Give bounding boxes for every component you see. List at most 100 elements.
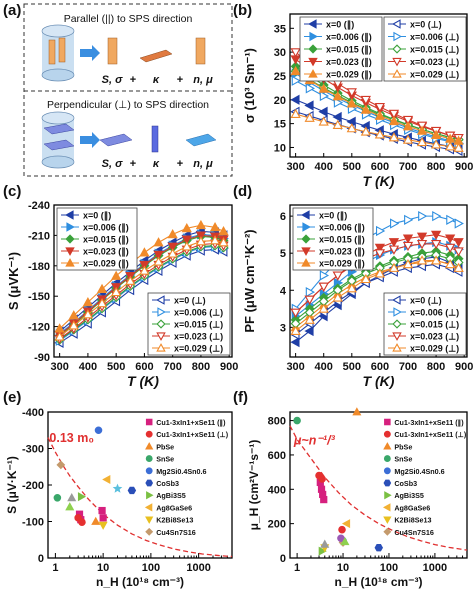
legend-marker	[383, 479, 392, 487]
data-point	[332, 271, 343, 281]
data-point	[374, 129, 386, 139]
data-point	[77, 492, 87, 502]
legend-marker	[392, 332, 402, 341]
y-tick-label: 400	[268, 484, 286, 496]
legend-marker	[145, 455, 153, 463]
series-x=0.029 (⊥)	[290, 108, 464, 152]
schematic-panel: Parallel (||) to SPS direction Perpendicu…	[23, 3, 233, 177]
perp-kappa-sample	[151, 125, 159, 153]
data-point	[418, 210, 428, 222]
data-point	[293, 416, 301, 425]
data-point	[53, 493, 62, 502]
data-point	[290, 94, 300, 105]
x-tick-label: 10	[97, 562, 109, 574]
data-point	[99, 514, 107, 522]
data-point	[338, 525, 346, 534]
legend-entry: Cu4Sn7S16	[394, 528, 434, 537]
chart-panel-d: 300 400 500 600 700 800 900 3 4 5 6 T (K) PF (μW cm⁻…	[242, 204, 473, 389]
x-tick-label: 500	[107, 361, 125, 373]
legend-entry: AgBi3S5	[156, 491, 186, 500]
perp-row-label: S, σ	[102, 158, 123, 170]
y-tick-label: 5	[280, 248, 286, 260]
data-point	[96, 297, 108, 308]
legend-marker	[392, 343, 402, 352]
data-point	[416, 255, 428, 265]
parallel-plate	[48, 39, 56, 65]
data-point	[445, 141, 456, 151]
legend-entry: x=0.006 (∥)	[326, 32, 372, 43]
legend-marker	[301, 234, 311, 244]
series-Cu1-3xIn1+xSe11 (⊥)	[74, 514, 86, 527]
legend-marker	[145, 479, 154, 487]
data-point	[416, 240, 428, 250]
legend-marker	[308, 69, 318, 78]
data-point	[68, 310, 79, 320]
legend-entry: PbSe	[394, 442, 412, 451]
legend-entry: Cu4Sn7S16	[156, 528, 196, 537]
legend-entry: x=0.023 (∥)	[83, 247, 129, 258]
legend-entry: K2Bi8Se13	[156, 516, 193, 525]
legend-entry: CoSb3	[156, 479, 179, 488]
curve-annotation: 0.13 m₀	[49, 431, 94, 445]
series-x=0.015 (⊥)	[290, 250, 464, 329]
plot-frame	[289, 13, 468, 158]
legend-entry: x=0 (⊥)	[174, 296, 206, 306]
x-tick-label: 700	[399, 161, 417, 173]
data-point	[388, 132, 400, 142]
data-point	[209, 235, 221, 245]
x-tick-label: 700	[163, 361, 181, 373]
cylinder-base	[41, 155, 75, 169]
x-tick-label: 100	[380, 562, 398, 574]
legend-marker	[145, 442, 154, 450]
legend-entry: x=0.015 (⊥)	[410, 45, 459, 55]
cylinder-body	[42, 118, 74, 162]
data-point	[291, 75, 301, 86]
model-curve	[47, 437, 233, 558]
data-point	[167, 242, 178, 252]
legend-entry: x=0.006 (⊥)	[410, 308, 459, 318]
data-point	[68, 320, 79, 330]
x-tick-label: 800	[192, 361, 210, 373]
y-axis-label: μ_H (cm²V⁻¹s⁻¹)	[247, 440, 261, 531]
x-tick-label: 1000	[423, 562, 447, 574]
legend-marker	[392, 19, 401, 29]
data-point	[94, 426, 103, 435]
cylinder-body	[42, 31, 74, 75]
data-point	[111, 286, 122, 297]
legend-entry: x=0.029 (⊥)	[174, 344, 223, 354]
x-axis-label: T (K)	[363, 173, 395, 189]
legend-entry: Mg2Si0.4Sn0.6	[394, 467, 444, 476]
data-point	[290, 48, 301, 58]
y-tick-label: 10	[274, 142, 286, 154]
data-point	[290, 65, 301, 76]
x-axis-label: T (K)	[363, 373, 395, 389]
data-point	[332, 292, 343, 302]
legend-marker	[144, 503, 153, 512]
data-point	[337, 534, 345, 543]
data-point	[333, 97, 344, 108]
data-point	[402, 234, 414, 244]
legend-marker	[66, 222, 75, 232]
data-point	[318, 116, 329, 126]
data-point	[453, 247, 464, 257]
legend-marker	[145, 467, 153, 475]
legend-entry: Ag8GaSe6	[394, 503, 430, 512]
legend-marker	[309, 31, 318, 42]
data-point	[402, 241, 414, 252]
x-tick-label: 800	[427, 161, 445, 173]
x-tick-label: 400	[315, 361, 333, 373]
legend-entry: x=0.029 (⊥)	[410, 70, 459, 80]
data-point	[98, 506, 106, 515]
legend-entry: x=0 (⊥)	[410, 20, 442, 30]
parallel-row-label: +	[177, 74, 183, 86]
x-tick-label: 900	[455, 161, 473, 173]
parallel-row-label: S, σ	[102, 74, 123, 86]
y-axis-label: S (μVK⁻¹)	[6, 252, 21, 310]
parallel-s-sigma-sample	[107, 37, 118, 65]
series-AgBi3S5	[77, 492, 87, 502]
parallel-cylinder	[41, 24, 75, 82]
schematic-frame	[23, 3, 233, 177]
x-tick-label: 1000	[186, 562, 210, 574]
data-point	[453, 262, 464, 272]
